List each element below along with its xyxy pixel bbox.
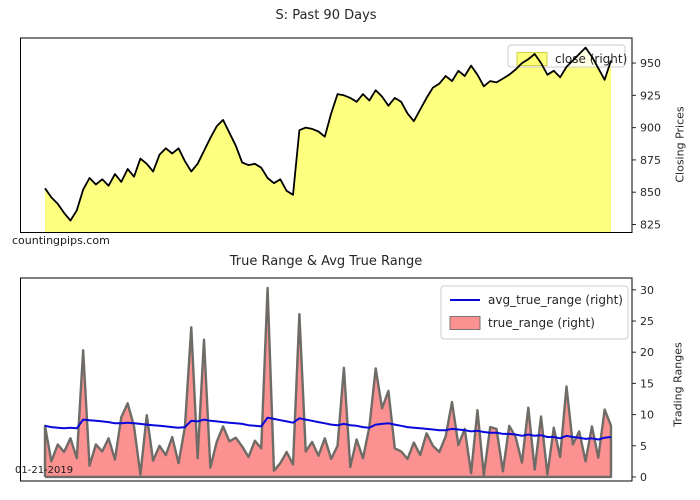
svg-text:900: 900 — [640, 122, 661, 135]
svg-text:825: 825 — [640, 218, 661, 231]
svg-text:850: 850 — [640, 186, 661, 199]
svg-text:15: 15 — [640, 377, 654, 390]
svg-text:925: 925 — [640, 89, 661, 102]
site-watermark: countingpips.com — [12, 234, 110, 247]
svg-text:avg_true_range (right): avg_true_range (right) — [488, 293, 623, 307]
svg-text:close (right): close (right) — [555, 52, 627, 66]
price-legend: close (right) — [507, 44, 627, 68]
date-stamp: 01-21-2019 — [15, 465, 74, 476]
price-chart-canvas: close (right) 825 850 875 900 925 950 — [20, 37, 661, 233]
range-legend: avg_true_range (right) true_range (right) — [440, 285, 629, 340]
range-chart-title: True Range & Avg True Range — [229, 254, 423, 269]
svg-text:875: 875 — [640, 154, 661, 167]
range-chart-canvas: avg_true_range (right) true_range (right)… — [20, 277, 654, 484]
svg-text:0: 0 — [640, 471, 647, 484]
svg-text:30: 30 — [640, 284, 654, 297]
svg-text:20: 20 — [640, 346, 654, 359]
svg-text:25: 25 — [640, 315, 654, 328]
svg-text:5: 5 — [640, 440, 647, 453]
svg-text:950: 950 — [640, 57, 661, 70]
svg-text:10: 10 — [640, 409, 654, 422]
price-chart-title: S: Past 90 Days — [275, 8, 377, 23]
svg-text:true_range (right): true_range (right) — [488, 316, 595, 330]
